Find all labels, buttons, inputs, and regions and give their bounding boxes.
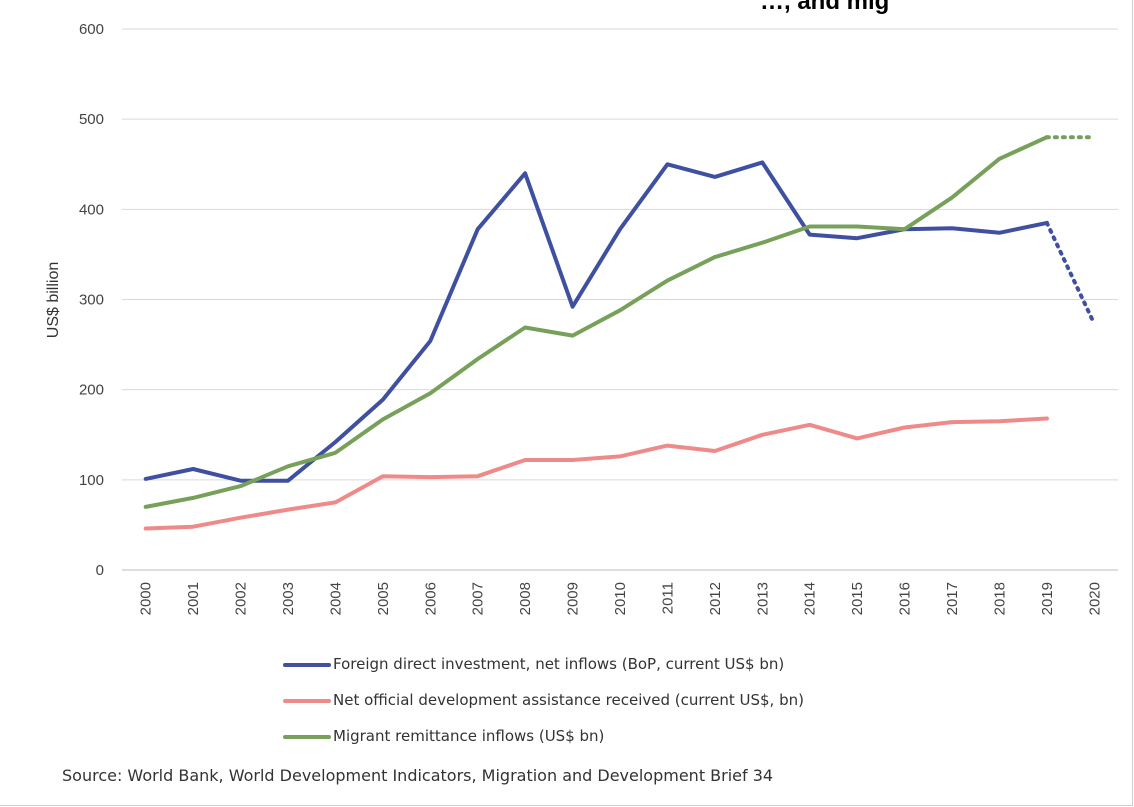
legend-swatch-remittance: [283, 735, 331, 739]
y-axis-label: US$ billion: [45, 262, 62, 338]
chart-title-fragment: …, and mig: [760, 0, 890, 15]
x-axis-ticks: 2000 2001 2002 2003 2004 2005 2006 2007 2008 2009…: [138, 582, 1104, 615]
y-tick-label: 400: [79, 201, 104, 218]
x-tick-label: 2012: [707, 582, 724, 615]
x-tick-label: 2007: [470, 582, 487, 615]
y-tick-label: 300: [79, 292, 104, 309]
x-tick-label: 2018: [991, 582, 1008, 615]
legend-swatch-oda: [283, 699, 331, 703]
x-tick-label: 2009: [565, 582, 582, 615]
x-tick-label: 2005: [375, 582, 392, 615]
y-tick-label: 200: [79, 382, 104, 399]
x-tick-label: 2002: [233, 582, 250, 615]
x-tick-label: 2001: [185, 582, 202, 615]
source-note: Source: World Bank, World Development In…: [62, 766, 774, 785]
x-tick-label: 2020: [1086, 582, 1103, 615]
legend-swatch-fdi: [283, 663, 331, 667]
series-projection-fdi: [1044, 220, 1097, 326]
x-tick-label: 2016: [897, 582, 914, 615]
legend-label-oda: Net official development assistance rece…: [333, 691, 804, 709]
x-tick-label: 2013: [754, 582, 771, 615]
x-tick-label: 2006: [422, 582, 439, 615]
x-tick-label: 2019: [1039, 582, 1056, 615]
y-tick-label: 500: [79, 111, 104, 128]
y-tick-label: 600: [79, 21, 104, 38]
y-tick-label: 0: [96, 562, 104, 579]
x-tick-label: 2015: [849, 582, 866, 615]
x-tick-label: 2011: [659, 582, 676, 614]
legend-label-fdi: Foreign direct investment, net inflows (…: [333, 655, 785, 673]
x-tick-label: 2017: [944, 582, 961, 615]
gridlines: [122, 28, 1118, 571]
series-layer: [143, 135, 1097, 531]
x-tick-label: 2014: [802, 582, 819, 615]
x-tick-label: 2010: [612, 582, 629, 615]
series-line-remittance: [143, 135, 1049, 509]
series-line-oda: [143, 416, 1049, 531]
x-tick-label: 2004: [327, 582, 344, 615]
legend-label-remittance: Migrant remittance inflows (US$ bn): [333, 727, 605, 745]
y-tick-label: 100: [79, 472, 104, 489]
x-tick-label: 2003: [280, 582, 297, 615]
x-tick-label: 2000: [138, 582, 155, 615]
y-axis-ticks: 0 100 200 300 400 500 600: [79, 21, 104, 579]
x-tick-label: 2008: [517, 582, 534, 615]
